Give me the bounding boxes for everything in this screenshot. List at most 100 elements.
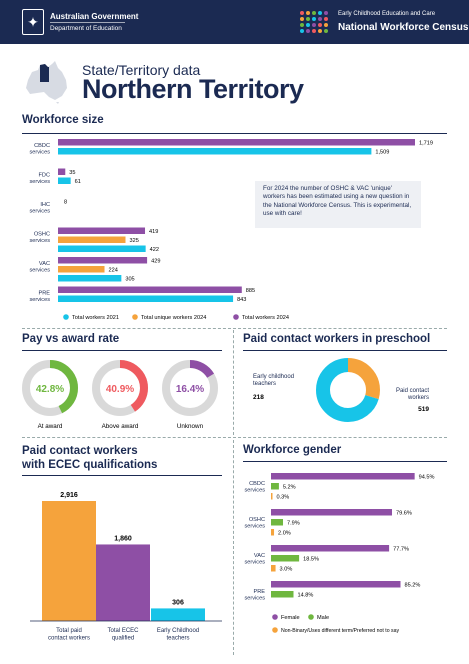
category-label: services: [29, 179, 50, 185]
donut-label: Unknown: [177, 423, 204, 430]
experimental-note: For 2024 the number of OSHC & VAC 'uniqu…: [255, 181, 421, 228]
slice-value: 218: [253, 394, 264, 401]
bar: [96, 544, 150, 621]
donut-slice: [316, 358, 380, 422]
category-label: PRE: [253, 589, 265, 595]
category-label: services: [29, 209, 50, 215]
workforce-gender-chart: CBDCservices94.5%5.2%0.3%OSHCservices79.…: [244, 473, 435, 634]
data-label: 305: [125, 277, 134, 283]
data-label: 885: [246, 288, 255, 294]
bar: [58, 168, 66, 175]
section-rule: [22, 133, 447, 134]
page-subtitle: State/Territory data: [82, 62, 201, 78]
column-divider: [233, 440, 234, 655]
gov-divider: [50, 22, 125, 23]
pay-heading: Pay vs award rate: [22, 333, 120, 345]
data-label: 419: [149, 229, 158, 235]
bar: [271, 509, 392, 516]
bar: [271, 519, 284, 526]
gender-heading: Workforce gender: [243, 444, 342, 456]
bar: [58, 286, 242, 293]
category-label: FDC: [39, 173, 51, 179]
bar: [271, 581, 401, 588]
data-label: 306: [172, 599, 184, 606]
section-rule: [243, 350, 447, 351]
workforce-size-chart: CBDCservices1,7191,509FDCservices3561IHC…: [29, 139, 433, 321]
legend-label: Female: [281, 615, 300, 621]
qualifications-heading: Paid contact workers with ECEC qualifica…: [22, 445, 158, 471]
category-label: Total paid: [56, 628, 82, 634]
category-label: CBDC: [249, 481, 265, 487]
legend-label: Male: [317, 615, 329, 621]
donut-value: 40.9%: [106, 384, 134, 395]
bar: [58, 236, 126, 243]
data-label: 843: [237, 297, 246, 303]
category-label: teachers: [166, 636, 189, 642]
coat-of-arms-icon: ✦: [22, 9, 44, 35]
donut-segment: [162, 360, 218, 416]
bar: [58, 148, 372, 155]
slice-value: 519: [418, 406, 429, 413]
bar: [58, 245, 146, 252]
donut-value: 42.8%: [36, 384, 64, 395]
bar: [271, 473, 415, 480]
bar: [271, 529, 275, 536]
census-title: National Workforce Census: [338, 22, 469, 33]
legend-label: Total unique workers 2024: [141, 315, 206, 321]
legend-marker: [63, 314, 69, 320]
section-rule: [243, 461, 447, 462]
slice-label: teachers: [253, 381, 276, 387]
data-label: 0.3%: [277, 495, 290, 501]
section-divider: [22, 437, 447, 438]
donut-label: At award: [38, 423, 63, 430]
legend-marker: [308, 614, 314, 620]
data-label: 422: [150, 247, 159, 253]
category-label: Early Childhood: [157, 628, 199, 634]
donut-segment: [92, 360, 148, 416]
data-label: 224: [109, 268, 118, 274]
data-label: 7.9%: [287, 521, 300, 527]
bar: [271, 545, 390, 552]
preschool-heading: Paid contact workers in preschool: [243, 333, 431, 345]
data-label: 61: [75, 179, 81, 185]
category-label: Total ECEC: [107, 628, 139, 634]
category-label: VAC: [39, 261, 50, 267]
category-label: services: [244, 596, 265, 602]
slice-label: Early childhood: [253, 374, 294, 380]
data-label: 1,860: [114, 535, 132, 542]
bar: [271, 565, 276, 572]
census-logo-icon: [300, 9, 330, 35]
category-label: services: [244, 560, 265, 566]
section-rule: [22, 475, 222, 476]
section-rule: [22, 350, 222, 351]
category-label: services: [29, 268, 50, 274]
bar: [151, 608, 205, 621]
bar: [271, 555, 300, 562]
bar: [58, 139, 415, 146]
data-label: 79.6%: [396, 511, 412, 517]
data-label: 3.0%: [280, 567, 293, 573]
gov-name: Australian Government: [50, 12, 139, 21]
category-label: services: [29, 150, 50, 156]
bar: [58, 227, 146, 234]
data-label: 429: [151, 259, 160, 265]
data-label: 325: [129, 238, 138, 244]
qualifications-chart: 2,916 Total paid contact workers 1,860 Total…: [30, 492, 222, 642]
bar: [58, 266, 105, 273]
legend-marker: [272, 614, 278, 620]
legend-label: Total workers 2024: [242, 315, 289, 321]
australia-map-icon: [26, 61, 67, 104]
category-label: services: [29, 238, 50, 244]
data-label: 14.8%: [297, 593, 313, 599]
legend-marker: [272, 627, 278, 633]
category-label: services: [244, 488, 265, 494]
category-label: VAC: [254, 553, 265, 559]
bar: [58, 275, 122, 282]
category-label: OSHC: [34, 232, 50, 238]
bar: [271, 493, 273, 500]
category-label: PRE: [38, 291, 50, 297]
data-label: 2.0%: [278, 531, 291, 537]
category-label: CBDC: [34, 143, 50, 149]
column-divider: [233, 330, 234, 435]
